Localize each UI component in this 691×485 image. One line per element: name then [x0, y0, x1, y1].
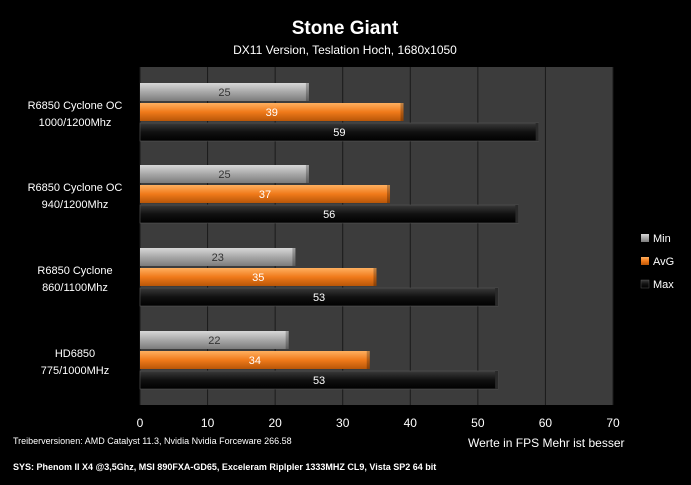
- bar-cap: [495, 371, 499, 389]
- x-tick-label: 60: [539, 416, 553, 430]
- legend-item-avg: AvG: [641, 256, 674, 268]
- bar-group: 53: [139, 287, 499, 307]
- bar-cap: [305, 165, 309, 183]
- x-tick-label: 10: [201, 416, 215, 430]
- bar-group: 25: [140, 83, 309, 101]
- data-label: 59: [333, 127, 345, 139]
- bar-group: 59: [139, 122, 539, 142]
- bar-group: 23: [140, 248, 296, 266]
- bar-min: [140, 83, 309, 101]
- bar-cap: [535, 123, 539, 141]
- category-label: R6850 Cyclone OC: [28, 100, 123, 112]
- bar-cap: [515, 205, 519, 223]
- bar-avg: [140, 185, 391, 203]
- bar-min: [140, 248, 296, 266]
- bar-cap: [292, 248, 296, 266]
- x-tick-label: 20: [268, 416, 282, 430]
- legend-label-max: Max: [653, 279, 674, 291]
- data-label: 53: [313, 292, 325, 304]
- x-tick-label: 30: [336, 416, 350, 430]
- bar-cap: [366, 351, 370, 369]
- bar-cap: [305, 83, 309, 101]
- legend-item-max: Max: [640, 279, 674, 291]
- category-label: HD6850: [55, 348, 95, 360]
- bar-group: 35: [140, 268, 377, 286]
- data-label: 22: [208, 335, 220, 347]
- bar-group: 37: [140, 185, 391, 203]
- chart-title: Stone Giant: [292, 18, 399, 39]
- category-label: 1000/1200Mhz: [39, 117, 112, 129]
- bar-min: [140, 331, 289, 349]
- legend-label-avg: AvG: [653, 256, 674, 268]
- bar-cap: [373, 268, 377, 286]
- category-label: 940/1200Mhz: [42, 199, 109, 211]
- legend-item-min: Min: [641, 233, 671, 245]
- category-label: 860/1100Mhz: [42, 282, 108, 294]
- data-label: 35: [252, 272, 264, 284]
- bar-avg: [140, 268, 377, 286]
- driver-footnote: Treiberversionen: AMD Catalyst 11.3, Nvi…: [13, 436, 292, 446]
- category-label: 775/1000MHz: [41, 365, 110, 377]
- bar-cap: [495, 288, 499, 306]
- bar-cap: [400, 103, 404, 121]
- bar-group: 53: [139, 370, 499, 390]
- bar-group: 39: [140, 103, 404, 121]
- bar-cap: [285, 331, 289, 349]
- data-label: 23: [212, 252, 224, 264]
- legend-swatch-min: [641, 234, 649, 242]
- legend-swatch-avg: [641, 257, 649, 265]
- bar-avg: [140, 351, 370, 369]
- x-tick-label: 0: [137, 416, 144, 430]
- data-label: 39: [266, 107, 278, 119]
- legend: Min AvG Max: [640, 233, 674, 291]
- chart-subtitle: DX11 Version, Teslation Hoch, 1680x1050: [233, 43, 457, 57]
- category-label: R6850 Cyclone OC: [28, 182, 123, 194]
- bar-cap: [387, 185, 391, 203]
- system-footnote: SYS: Phenom II X4 @3,5Ghz, MSI 890FXA-GD…: [13, 462, 436, 472]
- bar-group: 34: [140, 351, 370, 369]
- category-labels: R6850 Cyclone OC 1000/1200Mhz R6850 Cyclon…: [28, 100, 123, 377]
- bar-group: 56: [139, 204, 519, 224]
- data-label: 53: [313, 375, 325, 387]
- x-tick-label: 40: [404, 416, 418, 430]
- bars: 25 39 59 25 37 56 23 35 53 22 34 53: [139, 83, 539, 390]
- x-axis-ticks: 0 10 20 30 40 50 60 70: [137, 416, 620, 430]
- data-label: 25: [218, 87, 230, 99]
- legend-label-min: Min: [653, 233, 671, 245]
- data-label: 56: [323, 209, 335, 221]
- bar-min: [140, 165, 309, 183]
- data-label: 34: [249, 355, 261, 367]
- category-label: R6850 Cyclone: [37, 265, 112, 277]
- data-label: 37: [259, 189, 271, 201]
- x-tick-label: 70: [606, 416, 620, 430]
- legend-swatch-max: [640, 279, 650, 289]
- data-label: 25: [218, 169, 230, 181]
- x-axis-label: Werte in FPS Mehr ist besser: [468, 436, 625, 450]
- bar-avg: [140, 103, 404, 121]
- x-tick-label: 50: [471, 416, 485, 430]
- bar-group: 25: [140, 165, 309, 183]
- bar-group: 22: [140, 331, 289, 349]
